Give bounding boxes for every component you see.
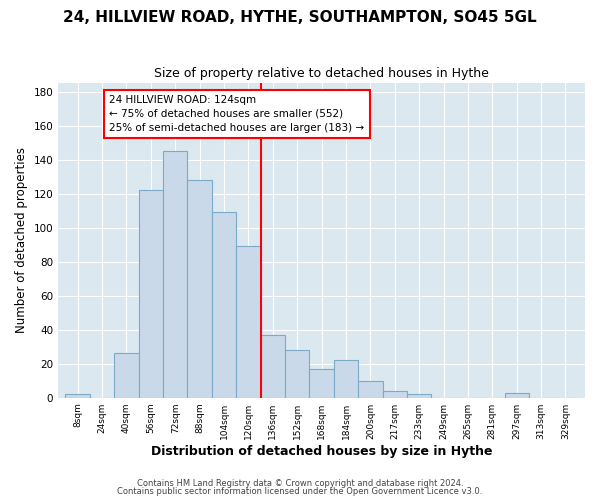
Bar: [163, 151, 187, 398]
Text: 24, HILLVIEW ROAD, HYTHE, SOUTHAMPTON, SO45 5GL: 24, HILLVIEW ROAD, HYTHE, SOUTHAMPTON, S…: [63, 10, 537, 25]
Bar: [383, 391, 407, 398]
Bar: [114, 354, 139, 398]
Bar: [310, 369, 334, 398]
Bar: [334, 360, 358, 398]
Bar: [505, 392, 529, 398]
Bar: [65, 394, 90, 398]
Text: Contains HM Land Registry data © Crown copyright and database right 2024.: Contains HM Land Registry data © Crown c…: [137, 478, 463, 488]
Bar: [187, 180, 212, 398]
Bar: [358, 380, 383, 398]
Text: Contains public sector information licensed under the Open Government Licence v3: Contains public sector information licen…: [118, 487, 482, 496]
Bar: [139, 190, 163, 398]
Y-axis label: Number of detached properties: Number of detached properties: [15, 148, 28, 334]
Bar: [285, 350, 310, 398]
Bar: [407, 394, 431, 398]
Text: 24 HILLVIEW ROAD: 124sqm
← 75% of detached houses are smaller (552)
25% of semi-: 24 HILLVIEW ROAD: 124sqm ← 75% of detach…: [109, 95, 365, 133]
X-axis label: Distribution of detached houses by size in Hythe: Distribution of detached houses by size …: [151, 444, 493, 458]
Bar: [236, 246, 260, 398]
Title: Size of property relative to detached houses in Hythe: Size of property relative to detached ho…: [154, 68, 489, 80]
Bar: [260, 335, 285, 398]
Bar: [212, 212, 236, 398]
